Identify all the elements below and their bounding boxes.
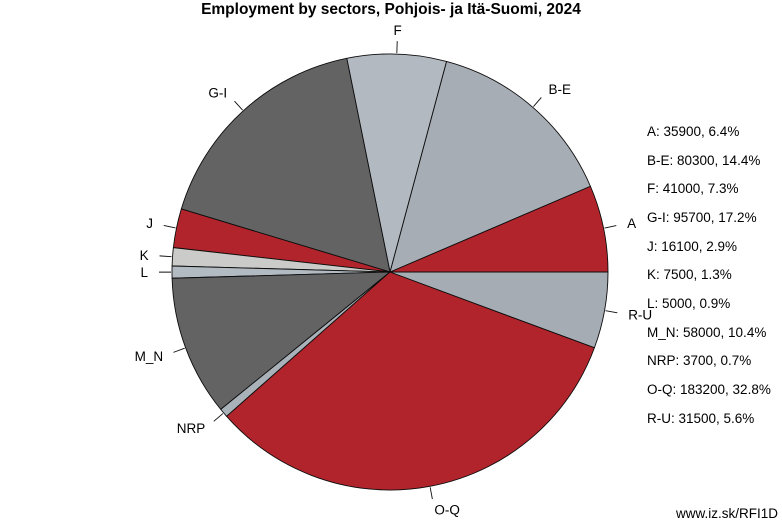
slice-label-NRP: NRP: [177, 421, 206, 436]
slice-label-J: J: [146, 216, 153, 231]
slice-label-A: A: [627, 216, 636, 231]
legend-item-K: K: 7500, 1.3%: [647, 267, 732, 283]
label-tick-R-U: [605, 310, 618, 314]
pie-slice-F: [346, 53, 447, 273]
label-tick-A: [604, 225, 617, 229]
slice-label-B-E: B-E: [549, 82, 572, 97]
slice-label-F: F: [393, 23, 401, 38]
pie-slice-G-I: [180, 57, 391, 273]
label-tick-NRP: [213, 413, 224, 422]
slice-label-M_N: M_N: [135, 349, 164, 364]
pie-slice-R-U: [389, 271, 609, 349]
slice-label-R-U: R-U: [628, 307, 652, 322]
slice-label-O-Q: O-Q: [434, 503, 460, 518]
label-tick-B-E: [533, 97, 542, 107]
slice-label-K: K: [140, 248, 149, 263]
legend-item-B-E: B-E: 80300, 14.4%: [647, 152, 761, 168]
legend-item-G-I: G-I: 95700, 17.2%: [647, 209, 757, 225]
pie-slice-B-E: [389, 61, 591, 273]
legend: A: 35900, 6.4% B-E: 80300, 14.4% F: 41000,…: [647, 117, 771, 433]
pie-slice-M_N: [171, 271, 391, 410]
legend-item-L: L: 5000, 0.9%: [647, 295, 731, 311]
slice-label-L: L: [140, 265, 148, 280]
watermark-link: www.iz.sk/RFI1D: [675, 506, 778, 521]
legend-item-F: F: 41000, 7.3%: [647, 181, 739, 197]
label-tick-O-Q: [429, 487, 433, 500]
pie-slice-O-Q: [226, 271, 595, 491]
legend-item-NRP: NRP: 3700, 0.7%: [647, 353, 752, 369]
chart-title: Employment by sectors, Pohjois- ja Itä-S…: [201, 1, 581, 18]
legend-item-M_N: M_N: 58000, 10.4%: [647, 324, 767, 340]
label-tick-J: [163, 225, 176, 229]
label-tick-G-I: [234, 100, 243, 111]
legend-item-A: A: 35900, 6.4%: [647, 123, 740, 139]
legend-item-J: J: 16100, 2.9%: [647, 238, 738, 254]
label-tick-M_N: [173, 347, 185, 353]
label-tick-K: [159, 255, 172, 258]
slice-label-G-I: G-I: [208, 86, 227, 101]
legend-item-O-Q: O-Q: 183200, 32.8%: [647, 382, 771, 398]
legend-item-R-U: R-U: 31500, 5.6%: [647, 410, 755, 426]
